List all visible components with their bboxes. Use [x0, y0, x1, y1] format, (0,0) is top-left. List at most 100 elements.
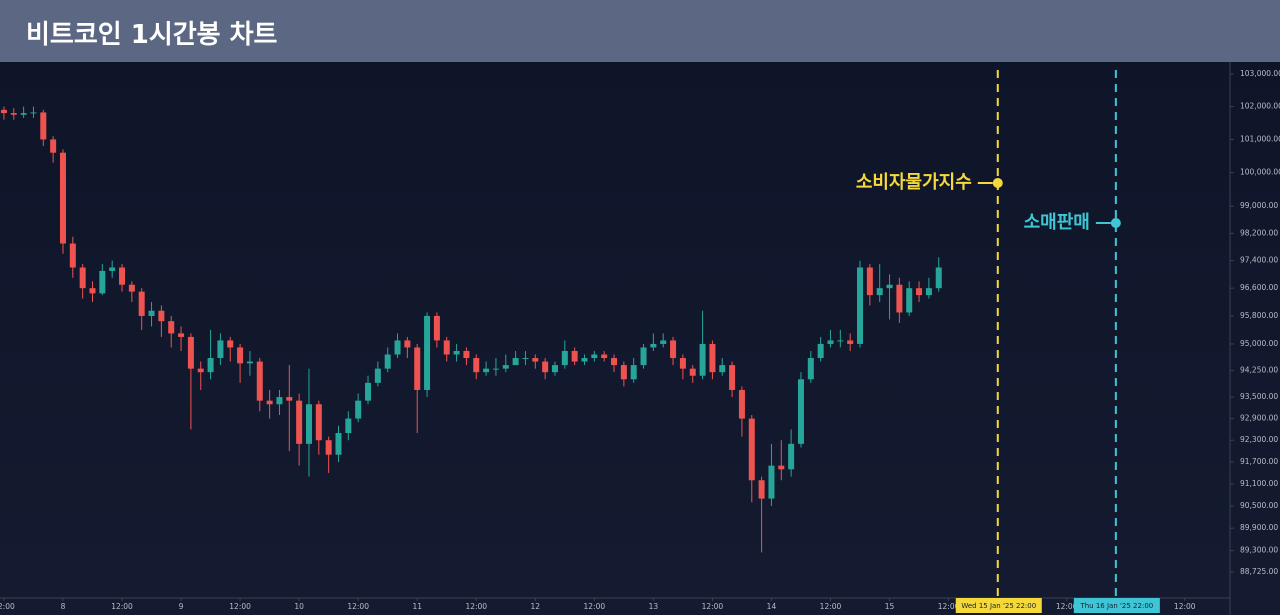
y-tick-label: 102,000.00 — [1240, 102, 1280, 111]
candle-body — [630, 365, 637, 380]
candle-body — [128, 284, 135, 292]
candle-body — [620, 365, 627, 380]
candle-body — [345, 418, 352, 433]
candle-body — [374, 368, 381, 383]
y-tick-label: 95,000.00 — [1240, 339, 1278, 348]
y-tick-label: 99,000.00 — [1240, 201, 1278, 210]
candle-body — [640, 347, 647, 366]
candle-body — [227, 340, 234, 348]
candle-body — [847, 340, 854, 344]
event-date-box — [955, 598, 1042, 613]
candle-body — [532, 358, 539, 362]
x-tick-label: 12:00 — [347, 602, 369, 611]
candle-body — [502, 365, 509, 369]
candle-body — [453, 350, 460, 355]
event-date-label: Wed 15 Jan '25 22:00 — [961, 602, 1036, 610]
candle-body — [158, 310, 165, 322]
x-tick-label: 8 — [61, 602, 66, 611]
event-date-box — [1073, 598, 1160, 613]
header: 비트코인 1시간봉 차트 — [0, 0, 1280, 62]
candle-body — [109, 267, 116, 271]
x-tick-label: 12:00 — [584, 602, 606, 611]
x-tick-label: 12 — [531, 602, 541, 611]
event-date-label: Thu 16 Jan '25 22:00 — [1079, 602, 1153, 610]
y-tick-label: 92,300.00 — [1240, 435, 1278, 444]
candle-body — [738, 389, 745, 419]
x-tick-label: 12:00 — [938, 602, 960, 611]
candle-body — [424, 315, 431, 390]
candle-body — [729, 365, 736, 390]
candle-body — [768, 465, 775, 499]
candle-body — [384, 354, 391, 369]
candle-body — [40, 112, 47, 140]
candle-body — [660, 340, 667, 344]
candle-body — [404, 340, 411, 348]
y-tick-label: 89,900.00 — [1240, 523, 1278, 532]
candle-body — [394, 340, 401, 355]
candle-body — [906, 288, 913, 313]
candle-body — [276, 397, 283, 405]
candle-body — [748, 418, 755, 481]
candle-body — [305, 404, 312, 444]
candle-body — [178, 333, 185, 337]
candle-body — [827, 340, 834, 344]
x-tick-label: 12:00 — [820, 602, 842, 611]
x-tick-label: 11 — [412, 602, 422, 611]
x-tick-label: 12:00 — [1174, 602, 1196, 611]
candle-body — [119, 267, 126, 285]
candle-body — [679, 358, 686, 369]
candle-body — [866, 267, 873, 296]
candle-body — [187, 336, 194, 369]
candle-body — [925, 288, 932, 296]
y-tick-label: 91,100.00 — [1240, 479, 1278, 488]
candle-body — [10, 113, 17, 115]
candle-body — [463, 350, 470, 359]
y-tick-label: 100,000.00 — [1240, 168, 1280, 177]
candle-body — [797, 379, 804, 444]
candle-body — [699, 343, 706, 376]
event-dot — [992, 178, 1003, 188]
candle-body — [315, 404, 322, 441]
event-dot — [1110, 218, 1121, 228]
x-tick-label: 12:00 — [702, 602, 724, 611]
candle-body — [443, 340, 450, 355]
y-tick-label: 90,500.00 — [1240, 501, 1278, 510]
candle-body — [886, 284, 893, 289]
y-tick-label: 94,250.00 — [1240, 365, 1278, 374]
candle-body — [542, 361, 549, 373]
candle-body — [59, 152, 66, 244]
candle-body — [876, 288, 883, 296]
candle-body — [246, 361, 253, 364]
x-tick-label: 12:00 — [0, 602, 15, 611]
x-tick-label: 15 — [885, 602, 895, 611]
y-tick-label: 89,300.00 — [1240, 546, 1278, 555]
candle-body — [591, 354, 598, 359]
x-tick-label: 9 — [179, 602, 184, 611]
x-tick-label: 12:00 — [1056, 602, 1078, 611]
candle-body — [709, 343, 716, 373]
candle-body — [561, 350, 568, 366]
candle-body — [237, 347, 244, 364]
candle-body — [857, 267, 864, 344]
x-tick-label: 13 — [649, 602, 659, 611]
candle-body — [837, 340, 844, 342]
plot-background — [0, 62, 1280, 615]
candle-body — [414, 347, 421, 390]
candle-body — [286, 397, 293, 401]
y-tick-label: 98,200.00 — [1240, 228, 1278, 237]
candle-body — [138, 291, 145, 316]
candle-body — [778, 465, 785, 470]
x-tick-label: 10 — [294, 602, 304, 611]
candle-body — [522, 358, 529, 360]
candle-body — [217, 340, 224, 359]
candle-body — [266, 400, 273, 405]
y-tick-label: 97,400.00 — [1240, 256, 1278, 265]
candle-body — [601, 354, 608, 359]
candle-body — [611, 358, 618, 366]
candle-body — [719, 365, 726, 373]
candle-body — [512, 358, 519, 366]
x-tick-label: 12:00 — [465, 602, 487, 611]
candle-body — [916, 288, 923, 296]
